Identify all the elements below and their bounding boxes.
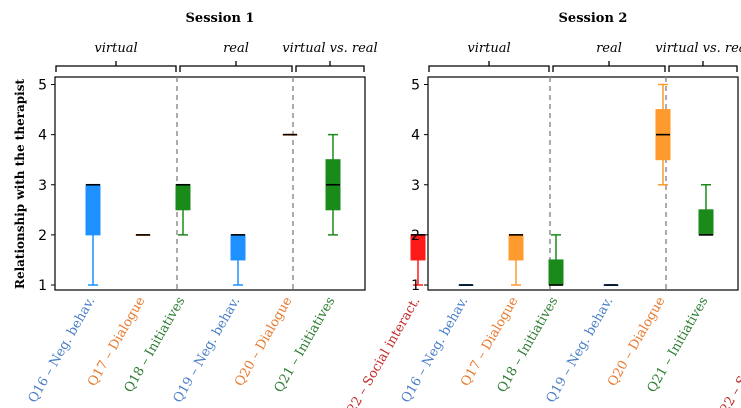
y-tick-label: 4 [411,128,420,144]
y-tick-label: 4 [38,128,47,144]
y-tick-label: 3 [411,178,420,194]
group-label: virtual vs. real [655,41,741,56]
group-bracket [179,61,293,72]
y-tick-label: 1 [38,278,47,294]
group-label: virtual [467,41,510,56]
box [508,234,524,261]
box [698,209,714,236]
group-label: virtual [94,41,137,56]
plot-frame [54,76,366,291]
y-axis-label: Relationship with the therapist [13,79,27,289]
y-tick-label: 5 [38,78,47,94]
box [85,184,101,236]
y-tick-label: 1 [411,278,420,294]
panel-title: Session 2 [559,11,628,26]
plot-frame [427,76,739,291]
box [175,184,191,211]
category-label: Q16 – Neg. behav. [26,295,99,406]
box [230,234,246,261]
panel-title: Session 1 [186,11,255,26]
group-label: virtual vs. real [282,41,377,56]
group-bracket [295,61,365,72]
group-bracket [668,61,738,72]
y-tick-label: 5 [411,78,420,94]
group-bracket [55,61,177,72]
box [548,259,564,286]
category-label: Q22 – Social interact. [712,295,741,408]
y-tick-label: 3 [38,178,47,194]
group-label: real [223,41,249,56]
y-tick-label: 2 [38,228,47,244]
y-tick-label: 2 [411,228,420,244]
group-label: real [596,41,622,56]
group-bracket [428,61,550,72]
group-bracket [552,61,666,72]
